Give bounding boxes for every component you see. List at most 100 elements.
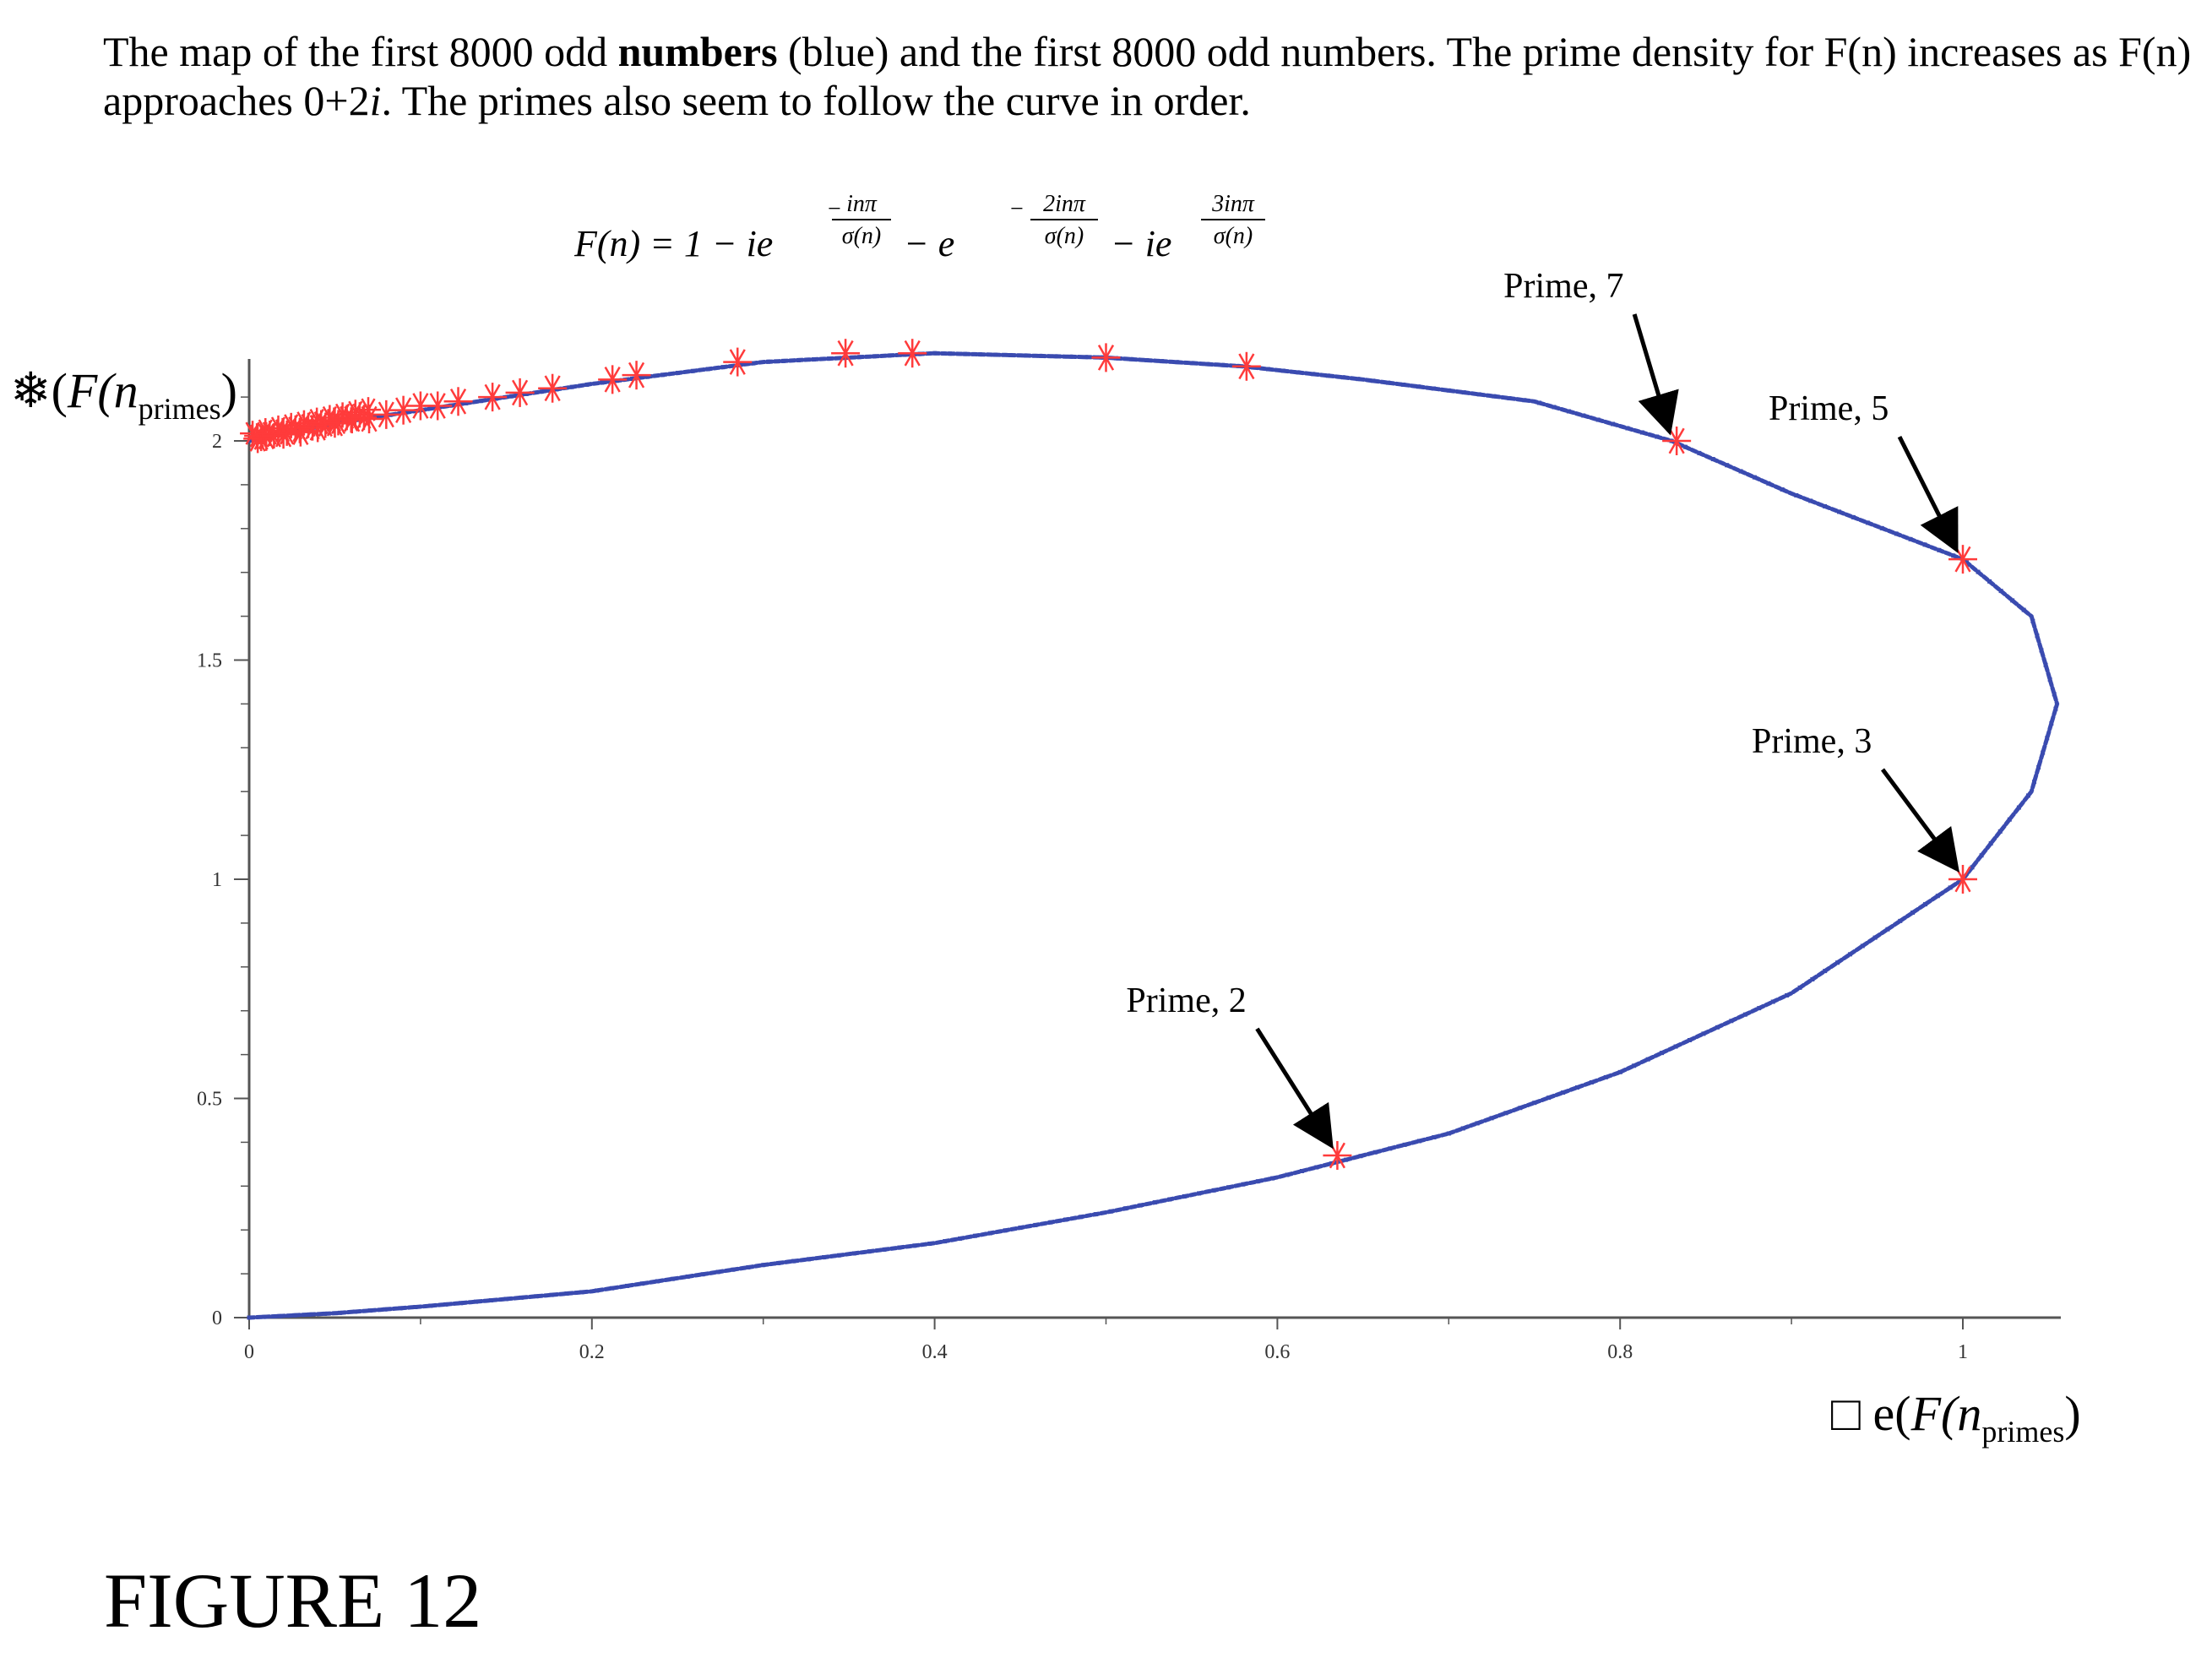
odd-number-point: [1552, 405, 1557, 410]
caption-text-2: (blue) and the first 8000 odd numbers. T…: [103, 28, 2192, 124]
odd-number-point: [751, 361, 756, 366]
odd-number-point: [1270, 1176, 1275, 1181]
x-tick-label: 0.4: [922, 1341, 948, 1363]
prime-markers: [240, 339, 1977, 1170]
odd-number-point: [1038, 353, 1043, 358]
formula-exp1-minus: −: [828, 196, 841, 222]
axis-labels: ❄(F(nprimes) □ e(F(nprimes): [10, 363, 2081, 1449]
odd-number-point: [720, 365, 726, 370]
prime-marker-cluster: [356, 397, 382, 423]
odd-number-point: [2035, 633, 2040, 639]
figure-caption: The map of the first 8000 odd numbers (b…: [103, 27, 2198, 125]
odd-number-point: [2045, 736, 2050, 741]
odd-number-point: [503, 1297, 508, 1302]
odd-number-point: [887, 353, 892, 358]
odd-number-point: [1970, 865, 1975, 870]
x-tick-label: 0.6: [1264, 1341, 1290, 1363]
prime-marker: [831, 339, 861, 368]
odd-number-point: [1546, 1095, 1552, 1101]
odd-number-point: [1003, 1228, 1008, 1233]
odd-number-point: [1898, 918, 1903, 923]
odd-number-point: [1710, 457, 1715, 462]
odd-number-point: [1518, 1106, 1523, 1111]
odd-number-point: [761, 1263, 766, 1268]
odd-number-point: [675, 371, 680, 376]
formula-end: − ie: [1111, 223, 1171, 264]
odd-number-point: [352, 1309, 357, 1314]
odd-number-point: [1632, 1063, 1637, 1068]
odd-number-point: [464, 400, 469, 405]
odd-number-point: [972, 1233, 977, 1238]
odd-number-point: [579, 1290, 584, 1295]
caption-imaginary-unit: i: [369, 77, 382, 124]
prime-marker: [1091, 343, 1121, 372]
odd-number-point: [655, 1279, 660, 1284]
odd-number-point: [1108, 1209, 1113, 1214]
odd-number-point: [766, 359, 771, 364]
odd-number-point: [2049, 720, 2054, 726]
odd-number-point: [1951, 553, 1956, 558]
odd-number-point: [902, 352, 907, 357]
odd-number-point: [1475, 1121, 1480, 1126]
odd-number-point: [524, 391, 529, 396]
odd-number-point: [1211, 1188, 1216, 1193]
odd-number-point: [1446, 388, 1451, 393]
odd-number-point: [1566, 409, 1571, 414]
odd-number-point: [1299, 1169, 1304, 1174]
odd-number-point: [1489, 1116, 1494, 1121]
odd-number-point: [1416, 384, 1421, 389]
odd-number-point: [413, 1304, 418, 1309]
odd-number-point: [1167, 1197, 1172, 1202]
odd-number-point: [1851, 514, 1856, 519]
odd-number-point: [307, 1312, 313, 1317]
odd-number-point: [1255, 1179, 1260, 1184]
odd-number-point: [851, 1251, 856, 1256]
odd-number-point: [715, 1269, 720, 1275]
annotation-arrow: [1255, 1027, 1334, 1150]
x-tick-label: 0.8: [1607, 1341, 1633, 1363]
caption-text-1: The map of the first 8000 odd: [103, 28, 618, 75]
odd-number-point: [459, 1301, 464, 1306]
figure-label: FIGURE 12: [104, 1557, 482, 1644]
odd-number-point: [569, 384, 574, 389]
y-tick-label: 1: [212, 869, 222, 891]
odd-number-point: [731, 1267, 736, 1272]
odd-number-point: [1894, 531, 1899, 536]
odd-number-point: [2036, 764, 2041, 769]
odd-number-point: [1682, 444, 1688, 449]
odd-number-point: [836, 1253, 841, 1258]
odd-number-point: [630, 376, 635, 381]
odd-number-point: [615, 378, 620, 383]
odd-number-point: [1976, 569, 1981, 574]
odd-number-point: [1068, 354, 1073, 359]
odd-number-point: [1865, 520, 1870, 525]
odd-number-point: [806, 1257, 811, 1262]
odd-number-point: [1329, 1161, 1334, 1166]
odd-number-point: [1431, 386, 1436, 391]
odd-number-point: [443, 1302, 448, 1307]
odd-number-point: [519, 1295, 524, 1300]
odd-number-point: [1461, 390, 1466, 395]
x-axis-label: □ e(F(nprimes): [1831, 1386, 2081, 1449]
odd-number-point: [987, 1231, 992, 1236]
odd-number-point: [1808, 498, 1813, 503]
prime-marker: [478, 383, 508, 412]
formula-exp1-num: inπ: [846, 191, 878, 217]
odd-number-point: [791, 1258, 796, 1264]
odd-number-point: [1033, 1222, 1038, 1227]
odd-number-point: [1492, 394, 1497, 399]
odd-number-point: [1987, 579, 1992, 584]
y-tick-label: 1.5: [197, 650, 222, 672]
odd-number-point: [746, 1264, 751, 1269]
formula-exp3-num: 3inπ: [1211, 191, 1255, 217]
odd-number-point: [1655, 434, 1660, 439]
odd-number-point: [2007, 817, 2012, 822]
odd-number-point: [872, 354, 877, 359]
formula-exp2-minus: −: [1010, 196, 1024, 222]
odd-number-point: [957, 1236, 962, 1241]
odd-number-point: [1023, 353, 1028, 358]
odd-number-point: [962, 351, 967, 356]
odd-number-point: [1507, 395, 1512, 400]
odd-number-point: [479, 399, 484, 404]
